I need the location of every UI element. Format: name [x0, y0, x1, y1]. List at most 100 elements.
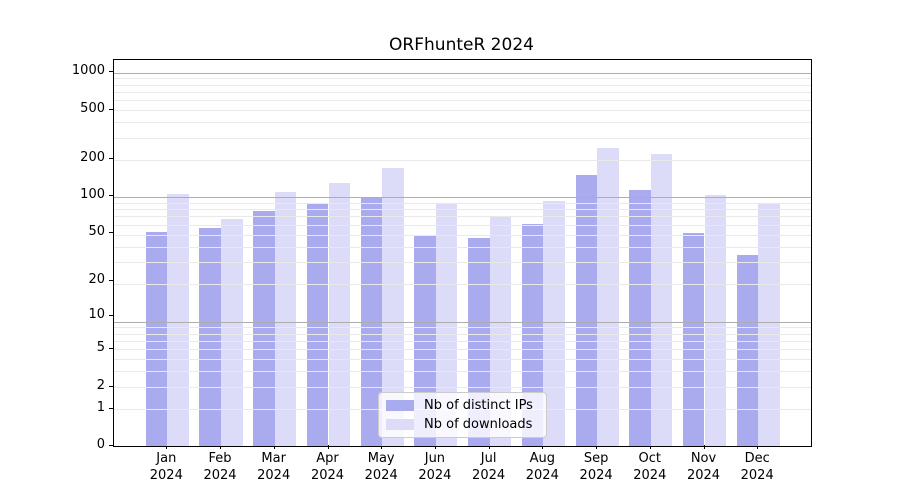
- y-axis-tick-label: 50: [88, 224, 105, 240]
- grid-line-minor: [114, 202, 811, 204]
- x-tick-mark: [381, 445, 383, 449]
- x-tick-mark: [488, 445, 490, 449]
- x-axis-tick-label: Jun 2024: [418, 451, 452, 483]
- y-axis-tick-label: 100: [80, 187, 105, 203]
- x-axis-tick-label: Oct 2024: [633, 451, 667, 483]
- y-axis-tick-label: 10: [88, 307, 105, 323]
- bar-nb-of-downloads-nov-2024: [704, 194, 727, 446]
- x-axis-tick-label: Sep 2024: [579, 451, 613, 483]
- y-axis-tick-label: 500: [80, 100, 105, 116]
- grid-line-minor: [114, 333, 811, 335]
- y-tick-mark: [109, 195, 113, 197]
- bar-nb-of-downloads-feb-2024: [221, 219, 243, 446]
- x-tick-mark: [703, 445, 705, 449]
- y-tick-mark: [109, 385, 113, 387]
- x-tick-mark: [273, 445, 275, 449]
- y-axis-tick-label: 0: [96, 437, 105, 452]
- grid-line-minor: [114, 216, 811, 218]
- bar-nb-of-downloads-mar-2024: [274, 192, 297, 446]
- x-axis-tick-label: Jan 2024: [149, 451, 183, 483]
- x-axis-tick-label: Jul 2024: [472, 451, 506, 483]
- grid-line-minor: [114, 224, 811, 226]
- plot-area: [113, 59, 812, 447]
- grid-line-minor: [114, 349, 811, 351]
- y-tick-mark: [109, 232, 113, 234]
- legend-item-nb-of-downloads: Nb of downloads: [386, 417, 539, 432]
- bar-nb-of-downloads-jun-2024: [435, 203, 458, 446]
- x-tick-mark: [327, 445, 329, 449]
- y-axis-tick-label: 20: [88, 272, 105, 288]
- x-axis-tick-label: Aug 2024: [525, 451, 559, 483]
- y-tick-mark: [109, 407, 113, 409]
- legend-swatch-icon: [386, 418, 414, 430]
- legend-label: Nb of downloads: [424, 416, 533, 432]
- bar-nb-of-distinct-ips-feb-2024: [199, 228, 221, 446]
- grid-line-minor: [114, 137, 811, 139]
- bar-nb-of-downloads-dec-2024: [758, 203, 780, 446]
- y-axis-tick-label: 2: [96, 377, 105, 393]
- grid-line-minor: [114, 284, 811, 285]
- grid-line-minor: [114, 262, 811, 264]
- bar-nb-of-downloads-sep-2024: [597, 147, 619, 446]
- bar-nb-of-distinct-ips-oct-2024: [629, 189, 651, 446]
- y-tick-mark: [109, 108, 113, 110]
- x-tick-mark: [596, 445, 598, 449]
- bar-nb-of-distinct-ips-apr-2024: [306, 203, 329, 446]
- y-tick-mark: [109, 280, 113, 282]
- grid-line-minor: [114, 371, 811, 372]
- x-axis-tick-label: Dec 2024: [740, 451, 774, 483]
- grid-line-minor: [114, 246, 811, 248]
- grid-line-minor: [114, 209, 811, 210]
- bar-nb-of-distinct-ips-jan-2024: [145, 232, 168, 446]
- x-axis-tick-label: May 2024: [364, 451, 398, 483]
- x-tick-mark: [757, 445, 759, 449]
- legend-swatch-icon: [386, 400, 414, 412]
- grid-line-minor: [114, 91, 811, 93]
- grid-line-minor: [114, 234, 811, 236]
- grid-line-minor: [114, 109, 811, 111]
- grid-line-minor: [114, 386, 811, 388]
- grid-line-minor: [114, 340, 811, 342]
- grid-line-minor: [114, 84, 811, 86]
- bar-nb-of-distinct-ips-aug-2024: [521, 223, 544, 446]
- y-tick-mark: [109, 315, 113, 317]
- y-axis-tick-label: 1000: [71, 63, 105, 79]
- bar-nb-of-distinct-ips-dec-2024: [736, 255, 759, 446]
- x-axis-tick-label: Nov 2024: [686, 451, 721, 483]
- legend: Nb of distinct IPs Nb of downloads: [378, 392, 547, 438]
- y-tick-mark: [109, 71, 113, 73]
- x-axis-tick-label: Mar 2024: [257, 451, 291, 483]
- y-axis-tick-label: 5: [96, 340, 105, 356]
- grid-line-major: [114, 72, 811, 74]
- y-axis-tick-label: 1: [96, 399, 105, 415]
- grid-line-minor: [114, 359, 811, 360]
- y-tick-mark: [109, 158, 113, 160]
- bar-nb-of-downloads-apr-2024: [328, 183, 351, 446]
- bar-nb-of-downloads-may-2024: [382, 168, 404, 446]
- y-tick-mark: [109, 348, 113, 350]
- x-axis-tick-label: Apr 2024: [310, 451, 345, 483]
- grid-line-major: [114, 197, 811, 198]
- bar-nb-of-distinct-ips-sep-2024: [575, 174, 598, 446]
- bar-nb-of-downloads-jul-2024: [489, 215, 512, 446]
- y-axis-tick-label: 200: [80, 150, 105, 166]
- bar-nb-of-downloads-oct-2024: [650, 154, 673, 446]
- legend-label: Nb of distinct IPs: [424, 398, 533, 414]
- x-tick-mark: [220, 445, 221, 449]
- chart-title: ORFhunteR 2024: [389, 35, 534, 55]
- grid-line-minor: [114, 122, 811, 123]
- grid-line-minor: [114, 100, 811, 102]
- x-axis-tick-label: Feb 2024: [203, 451, 237, 483]
- grid-line-major: [114, 321, 811, 323]
- x-tick-mark: [649, 445, 651, 449]
- y-tick-mark: [109, 445, 113, 446]
- x-tick-mark: [542, 445, 544, 449]
- bar-nb-of-distinct-ips-nov-2024: [682, 233, 705, 446]
- legend-item-nb-of-distinct-ips: Nb of distinct IPs: [386, 398, 539, 413]
- bar-nb-of-downloads-jan-2024: [167, 193, 189, 446]
- grid-line-minor: [114, 159, 811, 161]
- grid-line-minor: [114, 327, 811, 329]
- grid-line-minor: [114, 78, 811, 80]
- x-tick-mark: [434, 445, 436, 449]
